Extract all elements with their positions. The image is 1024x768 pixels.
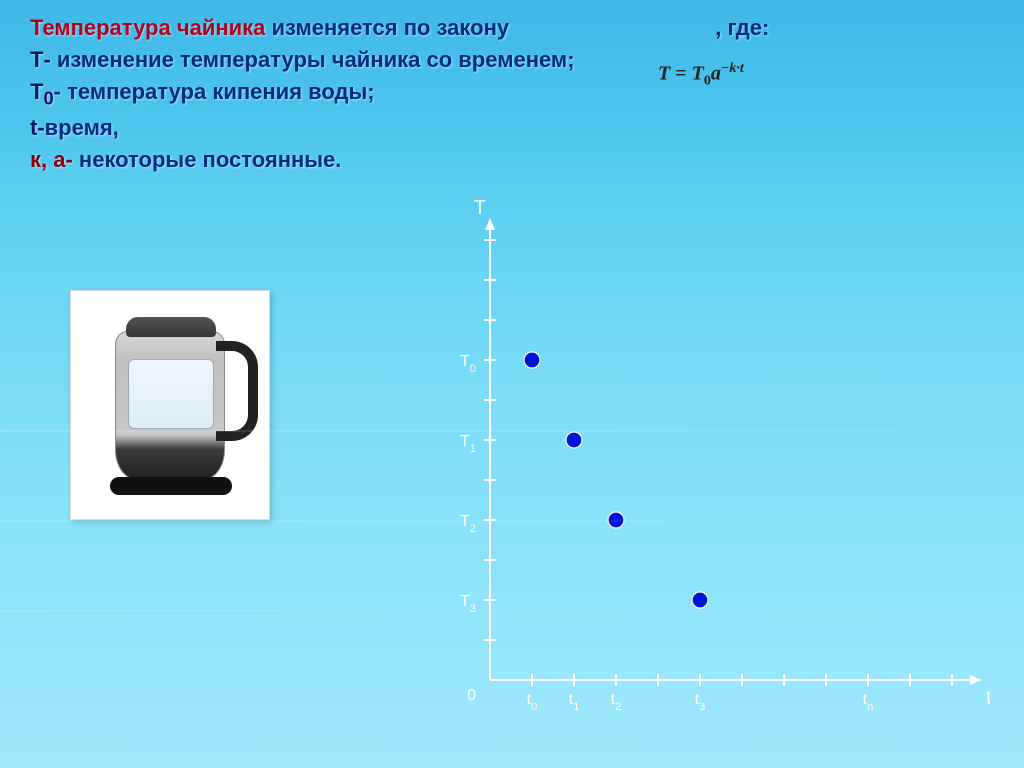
- title-red: Температура чайника: [30, 15, 272, 40]
- description-text: Температура чайника изменяется по закону…: [30, 12, 990, 176]
- svg-text:tn: tn: [863, 691, 874, 713]
- svg-text:0: 0: [467, 687, 476, 704]
- svg-text:Т2: Т2: [460, 513, 476, 535]
- l2a: Т-: [30, 47, 57, 72]
- svg-text:Т1: Т1: [460, 433, 476, 455]
- kettle-lid: [126, 317, 216, 337]
- l3b: - температура кипения воды;: [54, 79, 375, 104]
- svg-text:Т0: Т0: [460, 353, 476, 375]
- svg-text:t0: t0: [527, 691, 538, 713]
- l3a: Т0: [30, 79, 54, 104]
- svg-text:t3: t3: [695, 691, 706, 713]
- chart-svg: Т3 Т2 Т1 Т0 t0 t1 t2 t3 tn 0 Tt: [430, 200, 990, 740]
- kettle-base: [110, 477, 232, 495]
- svg-text:t1: t1: [569, 691, 580, 713]
- svg-text:T: T: [474, 200, 486, 219]
- l5b: некоторые постоянные.: [79, 147, 342, 172]
- svg-text:t: t: [986, 687, 990, 709]
- cooling-chart: Т3 Т2 Т1 Т0 t0 t1 t2 t3 tn 0 Tt: [430, 200, 990, 740]
- l4a: t-: [30, 115, 45, 140]
- kettle-body: [115, 330, 225, 480]
- svg-text:Т3: Т3: [460, 593, 476, 615]
- title-blue-1: изменяется по закону: [272, 15, 510, 40]
- svg-text:t2: t2: [611, 691, 622, 713]
- l4b: время,: [45, 115, 119, 140]
- l2b: изменение температуры чайника со времене…: [57, 47, 575, 72]
- l5a: к, а-: [30, 147, 79, 172]
- kettle-handle: [216, 341, 258, 441]
- kettle-image: [70, 290, 270, 520]
- formula: T = T0a−k·t: [628, 30, 744, 121]
- kettle-window: [128, 359, 214, 429]
